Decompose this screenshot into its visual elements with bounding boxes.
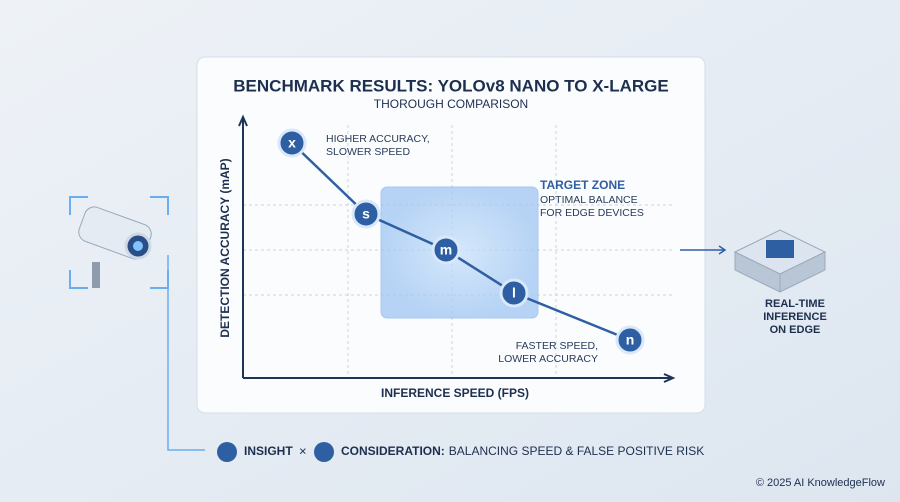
annotation: SLOWER SPEED	[326, 146, 410, 158]
annotation: FOR EDGE DEVICES	[540, 207, 644, 219]
model-points: x s m l n	[277, 128, 645, 355]
connector	[167, 255, 205, 451]
camera-icon	[69, 196, 169, 289]
separator: ×	[299, 443, 307, 458]
connector	[680, 245, 727, 255]
edge-label: INFERENCE	[763, 311, 827, 323]
consideration-text: BALANCING SPEED & FALSE POSITIVE RISK	[449, 444, 704, 458]
y-axis-label: DETECTION ACCURACY (mAP)	[218, 158, 232, 337]
target-zone-title: TARGET ZONE	[540, 178, 625, 192]
footer-text: CONSIDERATION: BALANCING SPEED & FALSE PO…	[341, 444, 704, 458]
model-label: s	[362, 206, 370, 222]
x-axis-label: INFERENCE SPEED (FPS)	[381, 386, 529, 400]
axes	[238, 114, 676, 383]
title: BENCHMARK RESULTS: YOLOv8 NANO TO X-LARG…	[233, 76, 668, 95]
annotation: HIGHER ACCURACY,	[326, 133, 430, 145]
consideration-label: CONSIDERATION:	[341, 444, 445, 458]
edge-device-icon	[733, 229, 827, 293]
insight-label: INSIGHT	[244, 444, 293, 458]
annotation: LOWER ACCURACY	[498, 353, 598, 365]
annotation: OPTIMAL BALANCE	[540, 194, 638, 206]
model-label: x	[288, 135, 296, 151]
edge-label: ON EDGE	[770, 324, 821, 336]
model-label: l	[512, 285, 516, 301]
annotation: FASTER SPEED,	[516, 340, 598, 352]
copyright: © 2025 AI KnowledgeFlow	[756, 477, 885, 489]
model-label: n	[626, 332, 635, 348]
model-label: m	[440, 242, 452, 258]
subtitle: THOROUGH COMPARISON	[374, 97, 528, 111]
insight-icon	[217, 442, 237, 462]
consideration-icon	[314, 442, 334, 462]
edge-label: REAL-TIME	[765, 298, 825, 310]
